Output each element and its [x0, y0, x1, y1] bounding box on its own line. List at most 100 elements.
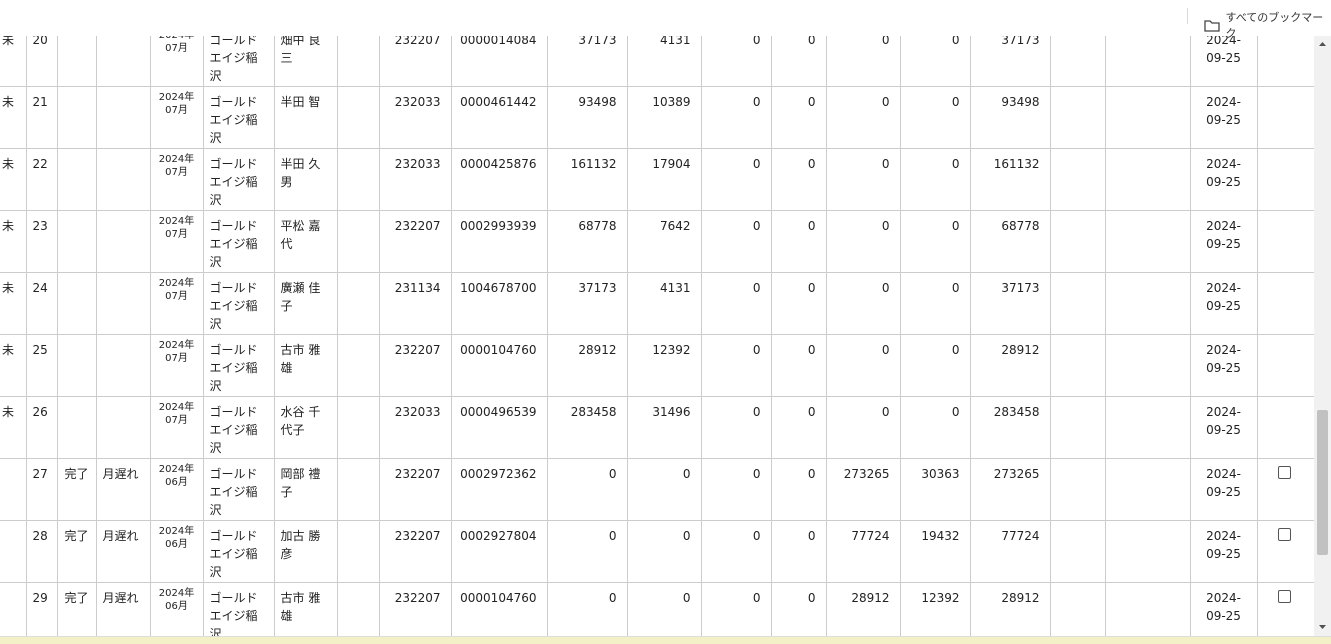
table-cell: 24	[25, 272, 58, 335]
table-cell: 273265	[825, 458, 901, 521]
table-cell	[336, 148, 380, 211]
scrollbar[interactable]	[1314, 36, 1331, 636]
table-cell: 0	[700, 86, 772, 149]
table-cell: 77724	[969, 520, 1051, 583]
table-cell: 37173	[969, 272, 1051, 335]
table-cell: 4131	[626, 36, 702, 87]
table-cell: 19432	[899, 520, 971, 583]
table-cell: 0	[770, 272, 827, 335]
table-cell: 28912	[825, 582, 901, 636]
table-cell: 37173	[546, 272, 628, 335]
table-cell: 31496	[626, 396, 702, 459]
table-cell: 25	[25, 334, 58, 397]
table-row: 未 21 2024年07月 ゴールドエイジ稲沢 半田 智 232033 0000461442…	[0, 86, 1314, 149]
table-cell: 0000425876	[450, 148, 548, 211]
table-cell: 0	[825, 86, 901, 149]
checkbox-cell	[1256, 520, 1314, 583]
table-cell: 12392	[899, 582, 971, 636]
table-cell: 未	[0, 210, 27, 273]
table-cell: 平松 嘉代	[273, 210, 338, 273]
table-cell: 7642	[626, 210, 702, 273]
table-cell: 0002993939	[450, 210, 548, 273]
table-cell: 12392	[626, 334, 702, 397]
table-cell: 半田 久男	[273, 148, 338, 211]
table-cell: 2024年06月	[149, 458, 204, 521]
table-cell: 0	[700, 148, 772, 211]
table-cell: 4131	[626, 272, 702, 335]
table-cell: 0	[770, 458, 827, 521]
checkbox-cell	[1256, 86, 1314, 149]
table-cell: 231134	[378, 272, 452, 335]
table-cell: 2024-09-25	[1189, 334, 1258, 397]
table-cell	[336, 520, 380, 583]
checkbox-cell	[1256, 458, 1314, 521]
table-cell	[95, 334, 151, 397]
table-view: 未202024年07月ゴールドエイジ稲沢畑中 良三232207000001408…	[0, 36, 1314, 636]
checkbox-cell	[1256, 582, 1314, 636]
table-cell: 0	[825, 334, 901, 397]
table-cell: 77724	[825, 520, 901, 583]
checkbox[interactable]	[1277, 590, 1291, 603]
bookmark-label[interactable]: すべてのブックマーク	[1225, 11, 1324, 40]
table-cell: 28	[25, 520, 58, 583]
table-cell: 0000104760	[450, 582, 548, 636]
table-cell: 26	[25, 396, 58, 459]
table-cell: 0002927804	[450, 520, 548, 583]
table-cell: 17904	[626, 148, 702, 211]
table-cell	[1049, 210, 1106, 273]
checkbox[interactable]	[1277, 466, 1291, 479]
table-cell: 未	[0, 272, 27, 335]
bookmark-bar: すべてのブックマーク	[0, 0, 1331, 40]
table-cell: 2024年06月	[149, 520, 204, 583]
table-cell: 0	[899, 396, 971, 459]
table-cell: 2024年07月	[149, 36, 204, 87]
table-cell: 161132	[546, 148, 628, 211]
table-cell: 0	[770, 334, 827, 397]
table-cell: ゴールドエイジ稲沢	[202, 520, 275, 583]
table-cell	[56, 86, 97, 149]
table-cell: 0	[899, 334, 971, 397]
table-cell: 0	[700, 36, 772, 87]
table-row: 未 22 2024年07月 ゴールドエイジ稲沢 半田 久男 232033 000042587…	[0, 148, 1314, 211]
table-cell: 232033	[378, 86, 452, 149]
table-cell: 68778	[546, 210, 628, 273]
table-cell: 28912	[546, 334, 628, 397]
table-cell	[1049, 334, 1106, 397]
checkbox[interactable]	[1277, 528, 1291, 541]
table-cell: 0	[626, 582, 702, 636]
table-cell: 0	[546, 582, 628, 636]
table-cell: 0	[626, 458, 702, 521]
table-cell: 28912	[969, 582, 1051, 636]
table-cell: 2024年07月	[149, 148, 204, 211]
table-cell: 2024年07月	[149, 396, 204, 459]
table-row: 未 25 2024年07月 ゴールドエイジ稲沢 古市 雅雄 232207 000010476…	[0, 334, 1314, 397]
table-cell: 27	[25, 458, 58, 521]
table-row: 未 24 2024年07月 ゴールドエイジ稲沢 廣瀬 佳子 231134 100467870…	[0, 272, 1314, 335]
table-cell: 37173	[546, 36, 628, 87]
table-cell: 畑中 良三	[273, 36, 338, 87]
table-cell	[336, 458, 380, 521]
table-cell: 古市 雅雄	[273, 582, 338, 636]
table-cell: ゴールドエイジ稲沢	[202, 272, 275, 335]
table-cell: ゴールドエイジ稲沢	[202, 582, 275, 636]
scroll-thumb[interactable]	[1317, 410, 1328, 555]
table-cell: 0	[899, 36, 971, 87]
table-cell: 283458	[546, 396, 628, 459]
table-cell	[1104, 582, 1191, 636]
folder-icon	[1204, 19, 1220, 32]
table-cell: 0000496539	[450, 396, 548, 459]
table-cell: 未	[0, 148, 27, 211]
table-row: 未20 2024年07月ゴールドエイジ稲沢畑中 良三 232207000001408…	[0, 36, 1314, 87]
table-cell: 0	[825, 36, 901, 87]
table-cell	[95, 36, 151, 87]
bookmark-folder[interactable]: すべてのブックマーク	[1204, 9, 1331, 41]
table-cell: 0	[700, 458, 772, 521]
table-cell: 月遅れ	[95, 582, 151, 636]
table-cell: 未	[0, 334, 27, 397]
table-cell: 232207	[378, 582, 452, 636]
table-cell: 0	[899, 86, 971, 149]
data-table: 未202024年07月ゴールドエイジ稲沢畑中 良三232207000001408…	[0, 36, 1314, 636]
table-cell: 93498	[969, 86, 1051, 149]
table-cell: ゴールドエイジ稲沢	[202, 458, 275, 521]
table-cell	[95, 148, 151, 211]
